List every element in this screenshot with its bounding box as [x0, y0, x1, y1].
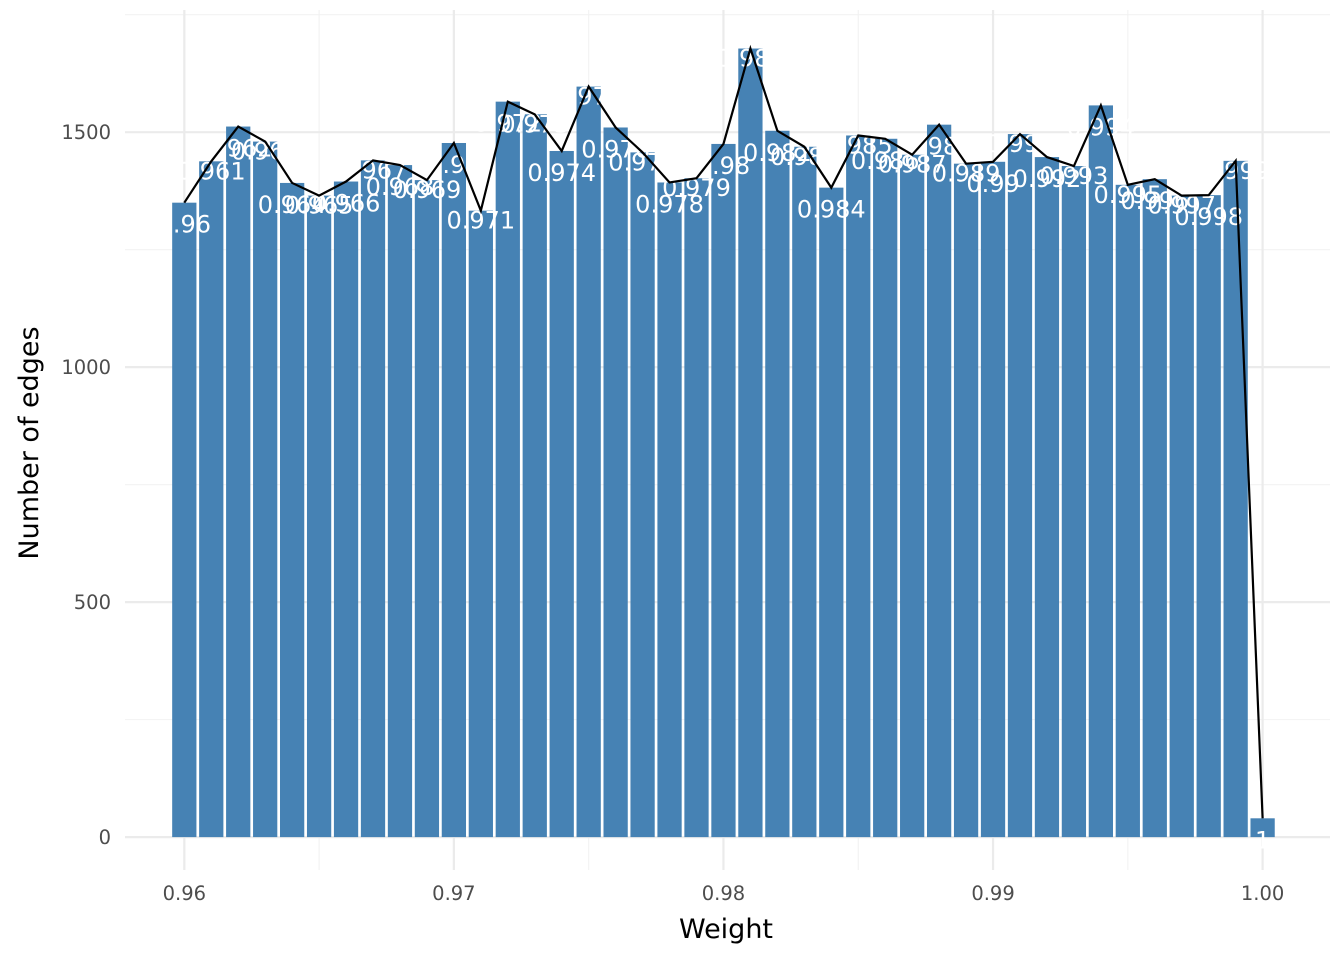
bar [280, 182, 305, 838]
bar [900, 154, 925, 838]
bar [1007, 134, 1033, 838]
bar-label: 0.992 [1013, 165, 1082, 193]
bar [711, 143, 736, 838]
bar [414, 180, 440, 838]
trend-line-layer [183, 44, 1264, 819]
bar [926, 124, 952, 838]
bar [468, 210, 493, 838]
bar-label: 0.974 [527, 159, 596, 187]
bar-label: 0.988 [905, 133, 974, 161]
trend-line [183, 44, 1264, 819]
bar [1169, 195, 1194, 838]
bar-label: 0.998 [1174, 203, 1243, 231]
bar [226, 126, 251, 838]
y-axis-ticks: 0 500 1000 1500 [61, 121, 111, 849]
bar [549, 150, 574, 838]
bar-label: 0.964 [258, 191, 327, 219]
bar [792, 146, 817, 838]
bar [1142, 179, 1167, 838]
bar [953, 163, 979, 838]
bar [387, 165, 413, 838]
bar-label: 0.978 [635, 190, 704, 218]
bar-label: 0.984 [797, 196, 866, 224]
y-tick-label: 0 [99, 826, 111, 849]
bar [657, 182, 682, 838]
bar [576, 86, 601, 838]
bar [1115, 184, 1140, 838]
bar-label: 0.97 [427, 151, 480, 179]
bar [819, 187, 844, 838]
x-tick-label: 1.00 [1241, 882, 1284, 905]
bar [603, 127, 628, 838]
bar [980, 161, 1006, 838]
bar-label: 0.96 [158, 211, 211, 239]
bar-label: 1 [1255, 826, 1270, 854]
x-tick-label: 0.97 [432, 882, 475, 905]
bar [253, 141, 278, 838]
y-axis-title: Number of edges [14, 326, 45, 559]
bar [765, 130, 790, 838]
bar-label: 0.99 [966, 170, 1019, 198]
bar [199, 161, 224, 838]
bar [495, 101, 520, 838]
bar [1034, 157, 1060, 838]
x-axis-ticks: 0.96 0.97 0.98 0.99 1.00 [163, 882, 1285, 905]
bar [172, 202, 197, 838]
x-axis-title: Weight [679, 914, 773, 945]
bar-label: 0.972 [473, 110, 542, 138]
bar [684, 178, 709, 838]
bar [441, 142, 467, 838]
bar [738, 48, 763, 838]
bar [1223, 160, 1248, 838]
bar [333, 181, 359, 838]
bar [360, 160, 386, 838]
bar [873, 138, 898, 838]
bar [1061, 166, 1087, 838]
bar-labels: 0.960.9610.9620.9630.9640.9650.9660.9670… [158, 45, 1271, 855]
bar [1196, 195, 1221, 838]
y-tick-label: 500 [74, 591, 111, 614]
bar [306, 195, 332, 838]
bar-label: 0.994 [1067, 113, 1136, 141]
bar-label: 0.996 [1120, 187, 1189, 215]
bar [522, 114, 547, 838]
x-tick-label: 0.96 [163, 882, 206, 905]
bar [1088, 105, 1113, 838]
x-tick-label: 0.98 [702, 882, 745, 905]
y-tick-label: 1500 [61, 121, 111, 144]
y-tick-label: 1000 [61, 356, 111, 379]
bar [846, 135, 871, 838]
x-tick-label: 0.99 [971, 882, 1014, 905]
bar [1250, 818, 1275, 838]
bars [172, 48, 1275, 838]
bar [630, 152, 655, 838]
